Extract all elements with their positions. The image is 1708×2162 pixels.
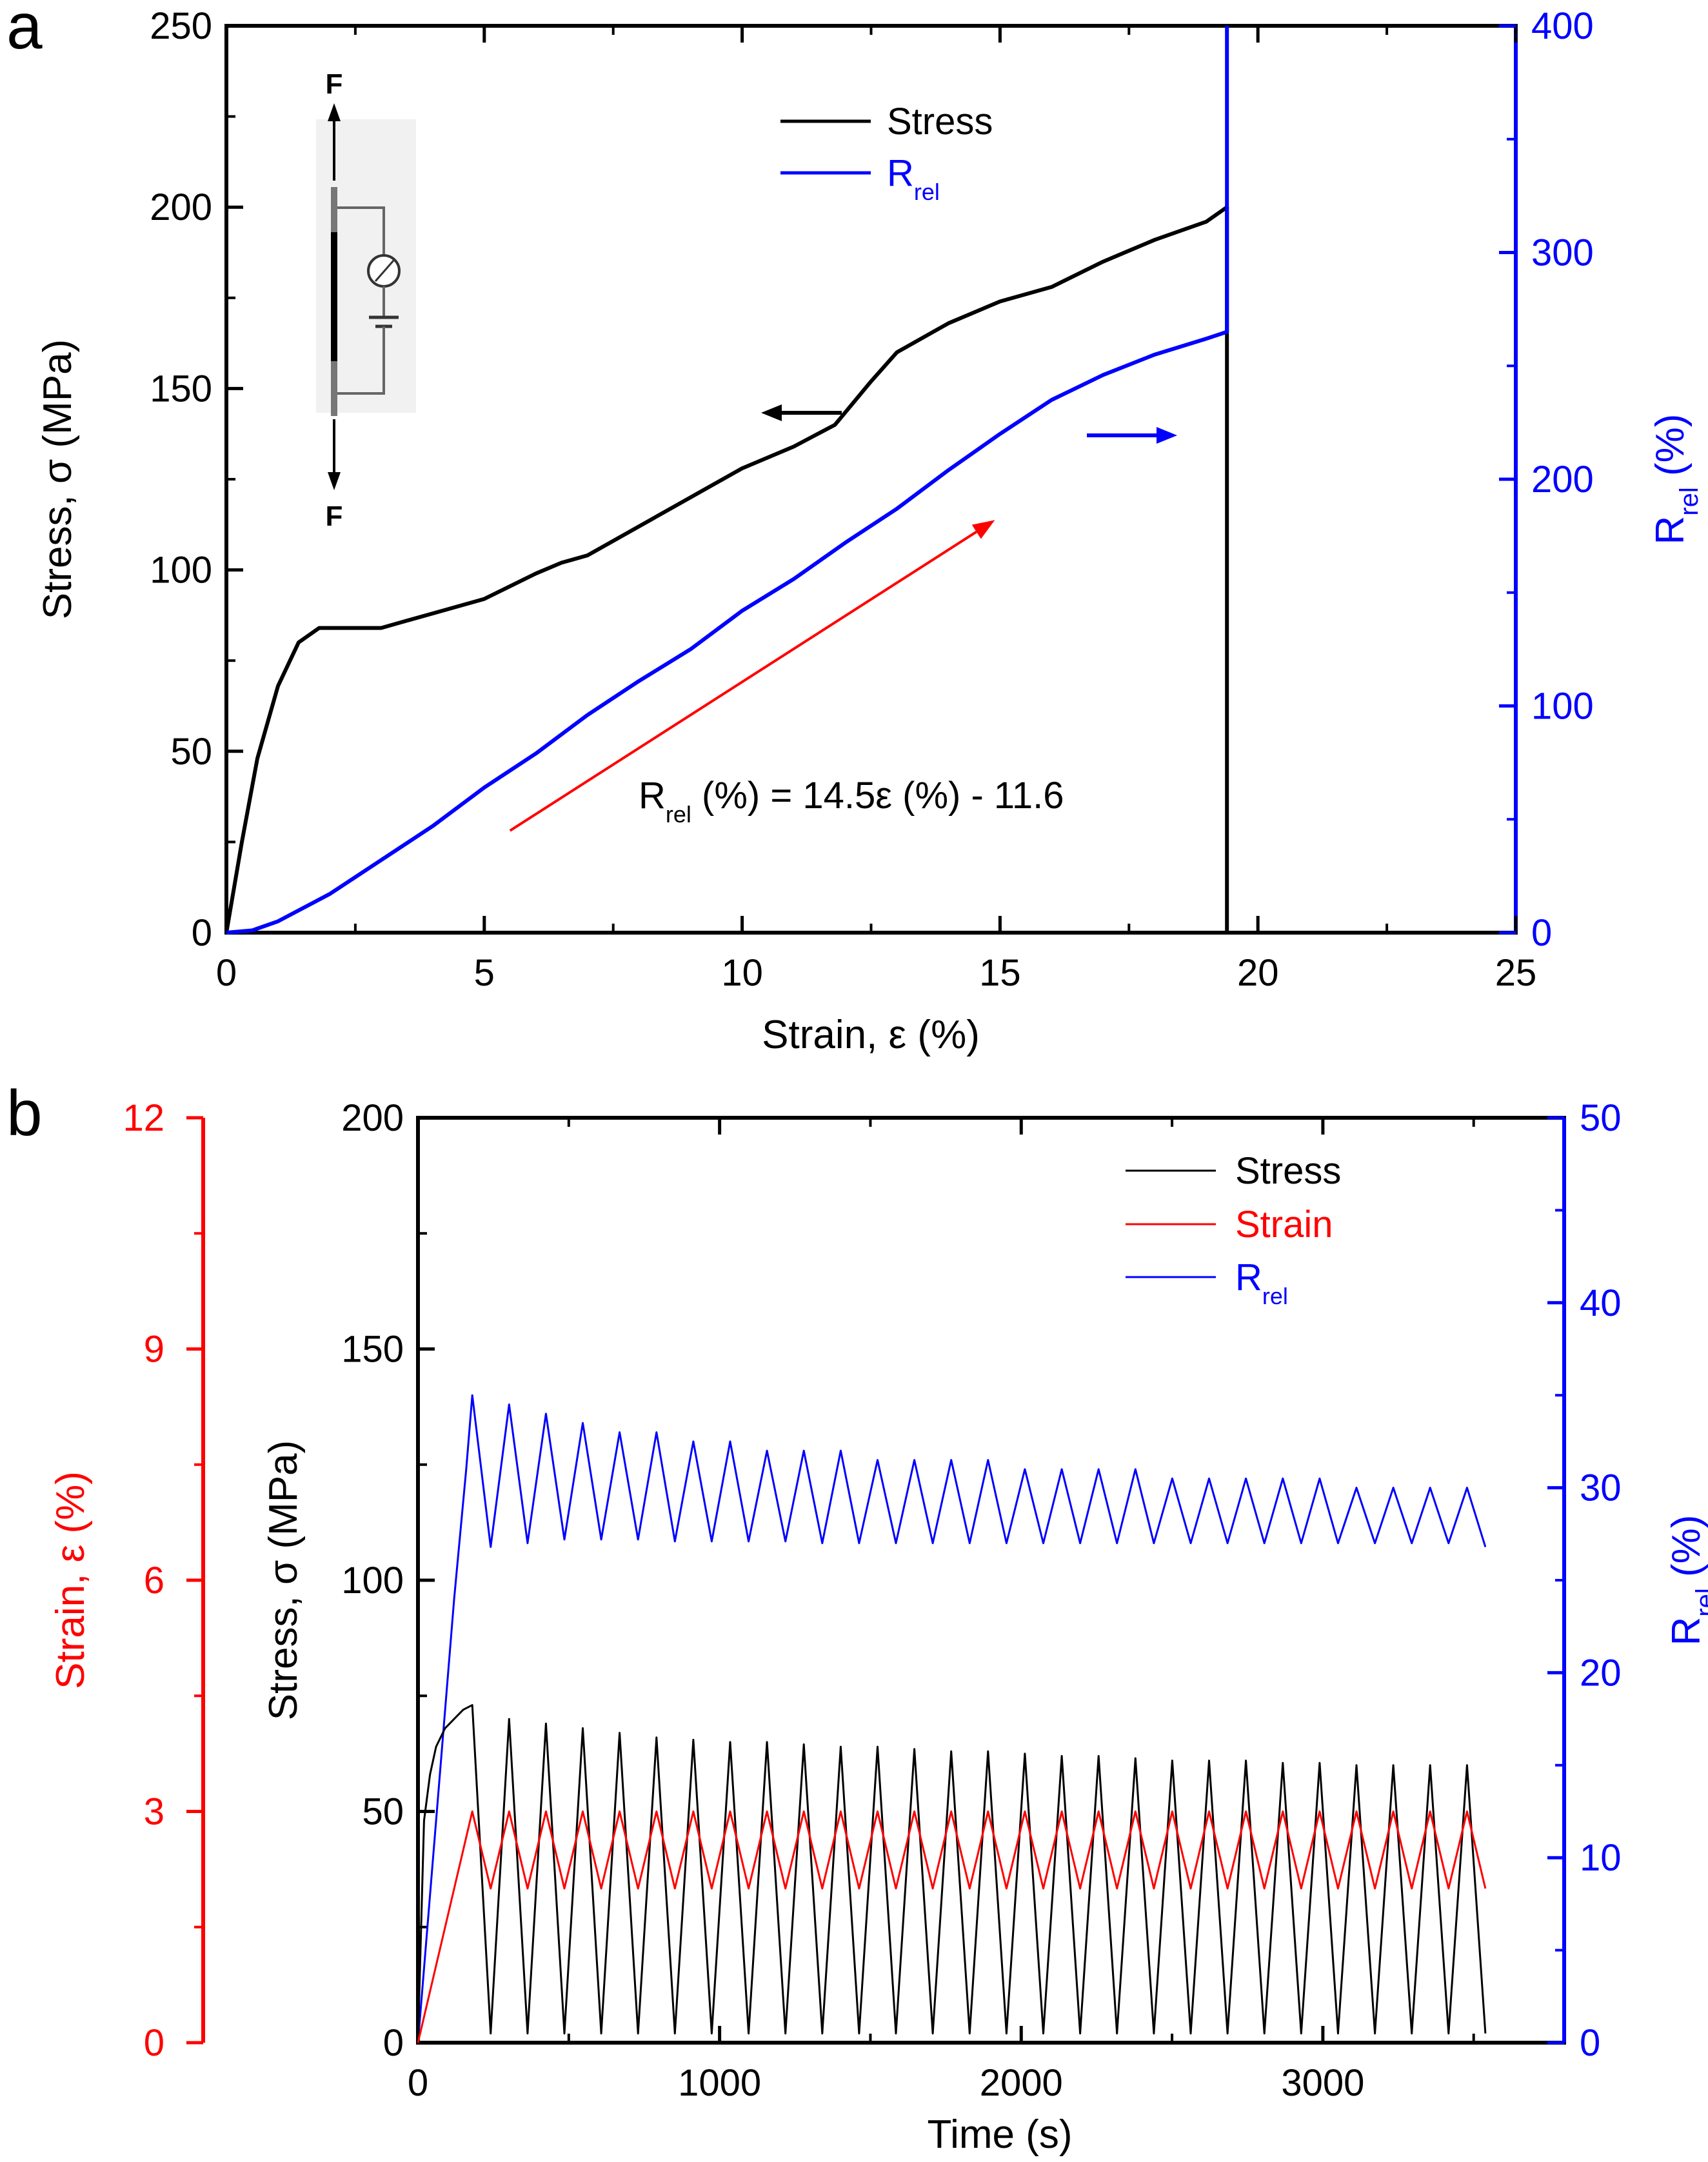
y-tick-label-b: 150 bbox=[341, 1329, 404, 1371]
x-tick-label-a: 0 bbox=[216, 952, 237, 994]
force-arrow-down-icon bbox=[328, 472, 341, 490]
y-right-tick-label-b: 20 bbox=[1580, 1652, 1622, 1694]
y-right-axis-title-a: Rrel (%) bbox=[1648, 414, 1703, 545]
panel-label-a: a bbox=[6, 0, 43, 63]
x-tick-label-b: 1000 bbox=[678, 2062, 761, 2104]
y-left-axis-title-a: Stress, σ (MPa) bbox=[35, 339, 80, 619]
y-right-tick-label-a: 100 bbox=[1531, 686, 1594, 728]
x-tick-label-b: 0 bbox=[408, 2062, 428, 2104]
series-line-stress-b bbox=[417, 1704, 1487, 2043]
y-tick-label-a: 250 bbox=[150, 5, 212, 47]
series-group-b bbox=[417, 1394, 1487, 2043]
series-line-rrel-b bbox=[417, 1394, 1487, 2043]
legend-b: Stress Strain Rrel bbox=[1126, 1150, 1341, 1309]
strain-tick-label-b: 9 bbox=[144, 1329, 164, 1371]
x-tick-label-a: 25 bbox=[1495, 952, 1537, 994]
x-axis-ticks-b: 0 1000 2000 3000 bbox=[408, 1118, 1475, 2104]
x-axis-ticks-a: 0 5 10 15 20 25 bbox=[216, 26, 1536, 994]
arrow-left-icon bbox=[761, 404, 782, 421]
panel-label-b: b bbox=[6, 1077, 43, 1149]
y-left-axis-ticks-a: 0 50 100 150 200 250 bbox=[150, 5, 243, 954]
y-tick-label-a: 150 bbox=[150, 368, 212, 410]
plot-frame-b bbox=[416, 1116, 1566, 2045]
wire-top bbox=[337, 206, 385, 255]
y-tick-label-b: 50 bbox=[362, 1791, 404, 1833]
strain-tick-label-b: 6 bbox=[144, 1560, 164, 1602]
legend-label-rrel-a: Rrel bbox=[887, 152, 940, 205]
y-left-axis-ticks-b: 0 50 100 150 200 bbox=[341, 1097, 435, 2064]
series-line-strain-b bbox=[417, 1810, 1487, 2043]
y-tick-label-a: 50 bbox=[170, 731, 212, 773]
legend-a: Stress Rrel bbox=[780, 101, 993, 205]
force-label-top: F bbox=[326, 68, 343, 100]
x-axis-title-a: Strain, ε (%) bbox=[762, 1013, 980, 1057]
series-group-a bbox=[224, 26, 1229, 935]
y-left-axis-title-b: Stress, σ (MPa) bbox=[261, 1440, 306, 1720]
wire-bottom bbox=[337, 326, 385, 395]
legend-label-rrel-b: Rrel bbox=[1235, 1256, 1288, 1309]
x-tick-label-a: 5 bbox=[474, 952, 495, 994]
y-tick-label-a: 0 bbox=[192, 912, 212, 954]
y-right-tick-label-a: 200 bbox=[1531, 459, 1594, 501]
y-right-tick-label-b: 50 bbox=[1580, 1097, 1622, 1139]
y-right-tick-label-b: 10 bbox=[1580, 1837, 1622, 1879]
y-right-tick-label-b: 30 bbox=[1580, 1467, 1622, 1509]
fit-arrow-head-icon bbox=[971, 520, 995, 539]
x-tick-label-b: 2000 bbox=[980, 2062, 1063, 2104]
y-tick-label-b: 200 bbox=[341, 1097, 404, 1139]
x-axis-title-b: Time (s) bbox=[928, 2112, 1073, 2157]
series-line-r-rel-a bbox=[226, 26, 1229, 935]
legend-label-strain-b: Strain bbox=[1235, 1204, 1333, 1245]
y-right-tick-label-b: 40 bbox=[1580, 1282, 1622, 1324]
y-right-tick-label-b: 0 bbox=[1580, 2022, 1600, 2064]
legend-label-stress-a: Stress bbox=[887, 101, 993, 143]
strain-axis-title-b: Strain, ε (%) bbox=[48, 1471, 93, 1689]
fit-equation: Rrel (%) = 14.5ε (%) - 11.6 bbox=[639, 775, 1064, 828]
legend-label-stress-b: Stress bbox=[1235, 1150, 1341, 1192]
tensile-test-schematic: F F bbox=[316, 68, 416, 532]
y-right-tick-label-a: 300 bbox=[1531, 232, 1594, 274]
y-right-axis-ticks-a: 0 100 200 300 400 bbox=[1499, 5, 1594, 954]
strain-tick-label-b: 0 bbox=[144, 2022, 164, 2064]
series-line-stress-a bbox=[224, 205, 1229, 933]
force-arrow-up-icon bbox=[328, 103, 341, 121]
force-label-bottom: F bbox=[326, 501, 343, 532]
fit-arrow-line bbox=[509, 530, 977, 832]
x-tick-label-a: 10 bbox=[721, 952, 763, 994]
y-right-axis-ticks-b: 0 10 20 30 40 50 bbox=[1547, 1097, 1622, 2064]
strain-tick-label-b: 12 bbox=[123, 1097, 164, 1139]
ohmmeter-needle bbox=[374, 260, 395, 282]
x-tick-label-b: 3000 bbox=[1281, 2062, 1364, 2104]
panel-a: a 0 5 10 15 20 25 0 50 100 150 200 250 0 100 200 300 4… bbox=[6, 0, 1703, 1057]
x-tick-label-a: 15 bbox=[979, 952, 1021, 994]
strain-axis-ticks-b: 0 3 6 9 12 bbox=[123, 1097, 203, 2064]
y-right-tick-label-a: 0 bbox=[1531, 912, 1552, 954]
strain-tick-label-b: 3 bbox=[144, 1791, 164, 1833]
y-tick-label-a: 200 bbox=[150, 186, 212, 228]
y-right-tick-label-a: 400 bbox=[1531, 5, 1594, 47]
x-tick-label-a: 20 bbox=[1237, 952, 1279, 994]
y-tick-label-a: 100 bbox=[150, 550, 212, 591]
arrow-right-icon bbox=[1157, 427, 1177, 444]
y-tick-label-b: 100 bbox=[341, 1560, 404, 1602]
y-right-axis-title-b: Rrel (%) bbox=[1664, 1515, 1708, 1646]
y-tick-label-b: 0 bbox=[383, 2022, 404, 2064]
